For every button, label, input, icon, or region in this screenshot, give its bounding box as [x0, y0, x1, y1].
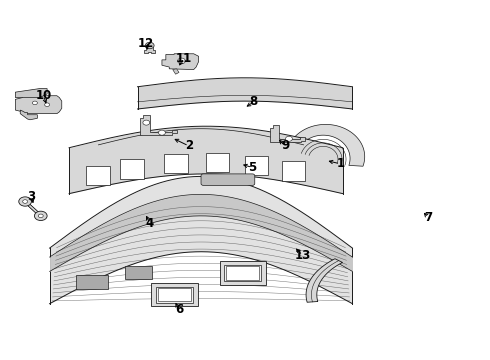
Circle shape	[177, 58, 185, 64]
Bar	[224, 265, 261, 281]
Bar	[151, 283, 197, 306]
FancyBboxPatch shape	[201, 174, 255, 185]
Bar	[206, 153, 229, 172]
Bar	[164, 153, 188, 173]
Circle shape	[286, 136, 293, 141]
Bar	[156, 287, 193, 303]
Circle shape	[34, 211, 47, 221]
Bar	[245, 156, 269, 175]
Text: 13: 13	[294, 249, 311, 262]
Bar	[125, 266, 152, 279]
Text: 2: 2	[185, 139, 193, 152]
Polygon shape	[270, 126, 305, 142]
Polygon shape	[172, 69, 179, 74]
Bar	[86, 166, 110, 185]
Text: 3: 3	[27, 190, 36, 203]
Text: 11: 11	[176, 51, 192, 64]
Text: 8: 8	[250, 95, 258, 108]
Text: 4: 4	[146, 216, 154, 230]
Circle shape	[146, 42, 154, 49]
Circle shape	[32, 101, 37, 105]
Circle shape	[38, 214, 43, 218]
Polygon shape	[145, 47, 155, 53]
Polygon shape	[306, 259, 343, 302]
Bar	[220, 261, 266, 285]
Text: 1: 1	[336, 157, 344, 170]
Polygon shape	[162, 54, 198, 69]
Polygon shape	[15, 89, 47, 98]
Bar	[76, 275, 108, 289]
Bar	[121, 159, 144, 179]
Bar	[158, 288, 191, 301]
Text: 7: 7	[424, 211, 432, 224]
Circle shape	[23, 200, 27, 203]
Text: 12: 12	[138, 37, 154, 50]
Text: 10: 10	[36, 89, 52, 102]
Polygon shape	[15, 96, 62, 114]
Polygon shape	[288, 125, 365, 166]
Text: 6: 6	[175, 303, 183, 316]
Bar	[282, 162, 305, 181]
Polygon shape	[140, 116, 176, 135]
Circle shape	[159, 130, 165, 135]
Text: 5: 5	[248, 161, 256, 174]
Circle shape	[45, 103, 49, 107]
Text: 9: 9	[281, 139, 289, 152]
Bar	[226, 266, 259, 280]
Circle shape	[143, 120, 150, 125]
Polygon shape	[20, 110, 37, 120]
Circle shape	[19, 197, 31, 206]
